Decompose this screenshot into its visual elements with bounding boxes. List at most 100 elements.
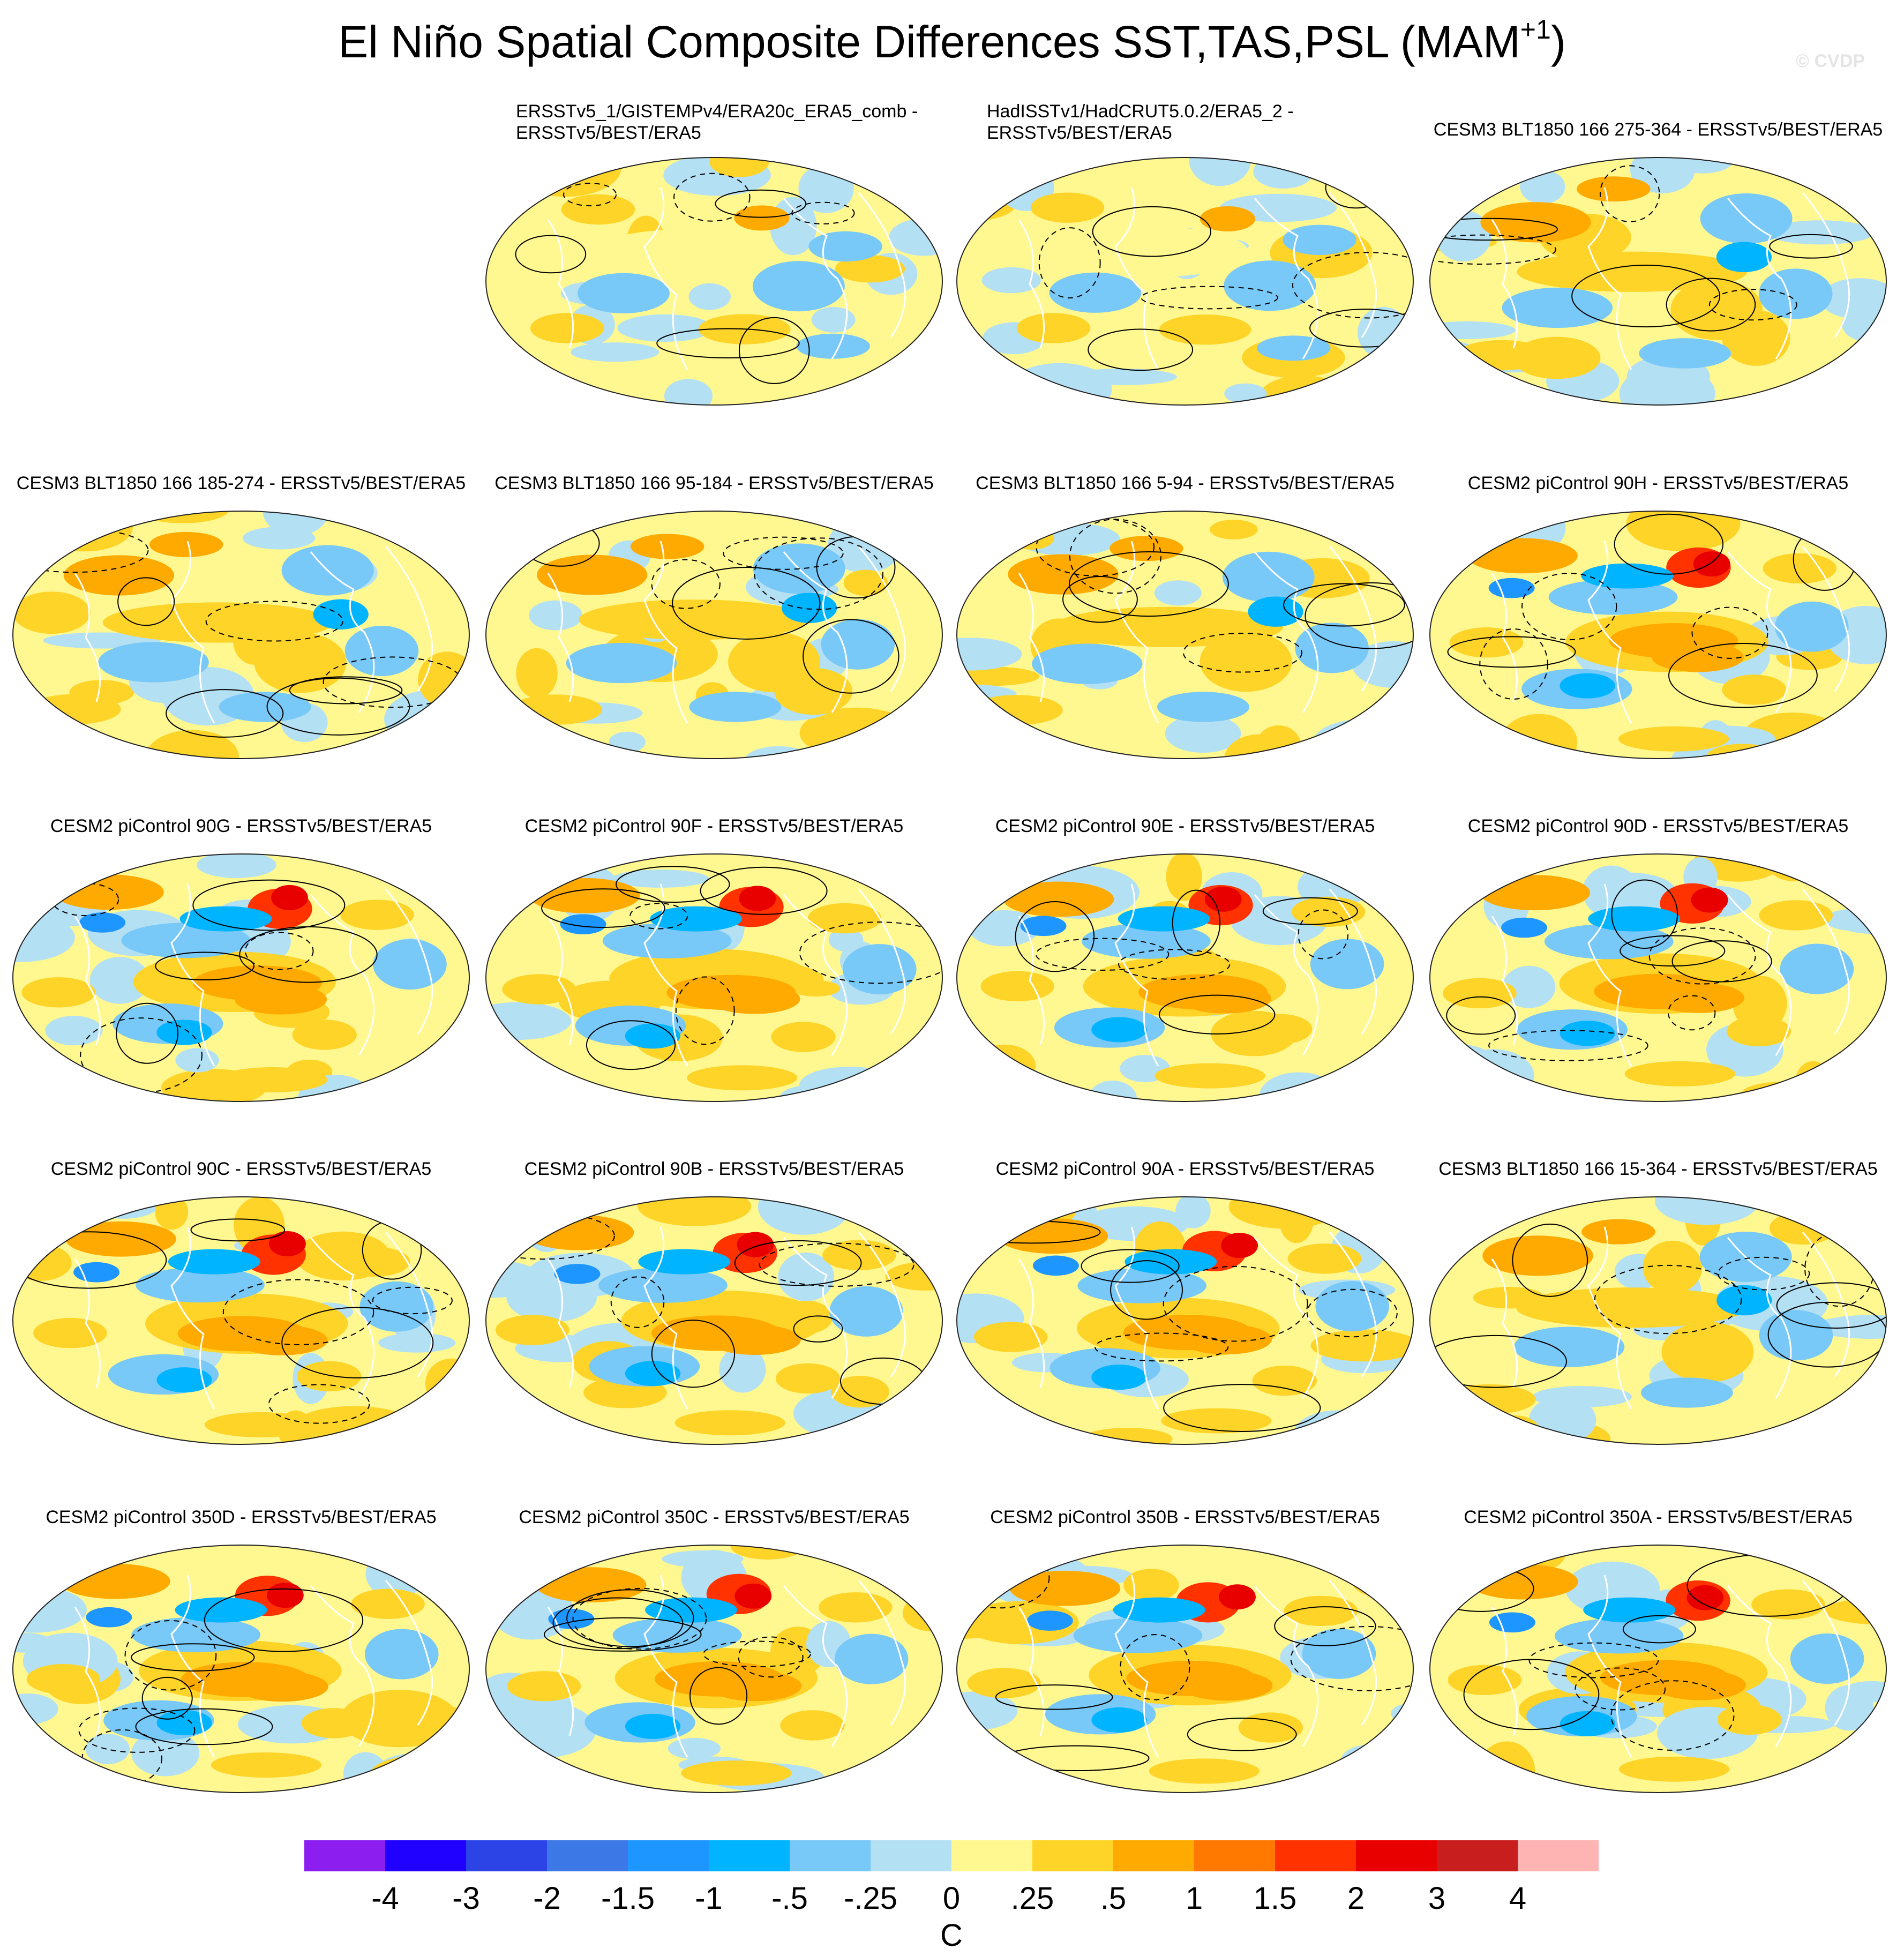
- psl-contour: [1769, 234, 1853, 259]
- coastline: [1018, 573, 1045, 702]
- psl-contour: [703, 1640, 811, 1668]
- panel-title-line: CESM2 piControl 90E - ERSSTv5/BEST/ERA5: [995, 816, 1375, 836]
- psl-contour: [1648, 927, 1756, 985]
- coastline: [1587, 1575, 1632, 1758]
- anomaly-region: [1480, 202, 1591, 243]
- anomaly-region: [1200, 631, 1292, 692]
- anomaly-patch: [957, 638, 1022, 671]
- map-panel: CESM2 piControl 90B - ERSSTv5/BEST/ERA5: [478, 1130, 950, 1471]
- anomaly-region: [1581, 1219, 1655, 1245]
- map-border: [12, 853, 470, 1102]
- psl-contour: [738, 1636, 804, 1678]
- anomaly-region: [1179, 983, 1271, 1014]
- anomaly-patch: [885, 1262, 942, 1291]
- panel-title: CESM3 BLT1850 166 5-94 - ERSSTv5/BEST/ER…: [949, 473, 1421, 494]
- map-plot: [956, 1196, 1414, 1445]
- anomaly-patch: [13, 1545, 73, 1593]
- anomaly-patch: [1453, 158, 1493, 188]
- panel-title: HadISSTv1/HadCRUT5.0.2/ERA5_2 - ERSSTv5/B…: [949, 101, 1421, 144]
- psl-contour: [1594, 1264, 1742, 1335]
- coastline: [1254, 198, 1319, 359]
- psl-contour: [1446, 996, 1516, 1035]
- panel-title-line: CESM2 piControl 90G - ERSSTv5/BEST/ERA5: [50, 816, 432, 836]
- psl-contour: [957, 1547, 1050, 1609]
- psl-contour: [1309, 309, 1413, 348]
- anomaly-region: [739, 886, 776, 911]
- coastline: [858, 889, 906, 1035]
- anomaly-region: [509, 694, 602, 725]
- psl-contour: [1158, 994, 1276, 1035]
- psl-contour: [239, 926, 378, 983]
- coastline: [643, 541, 688, 724]
- anomaly-region: [579, 599, 809, 640]
- colorbar-tick-label: -.25: [844, 1881, 897, 1916]
- coastline: [547, 573, 574, 702]
- map-panels-grid: ERSSTv5_1/GISTEMPv4/ERA20c_ERA5_comb - ER…: [12, 91, 1887, 1793]
- psl-contour: [566, 1589, 694, 1647]
- panel-title-line: CESM3 BLT1850 166 275-364 - ERSSTv5/BEST…: [1433, 119, 1883, 140]
- anomaly-patch: [415, 1706, 469, 1730]
- anomaly-region: [344, 626, 419, 677]
- anomaly-region: [973, 1322, 1048, 1352]
- coastline: [1802, 889, 1850, 1035]
- anomaly-region: [1651, 642, 1744, 672]
- anomaly-region: [1222, 551, 1315, 602]
- anomaly-region: [590, 229, 775, 280]
- coastline: [1802, 1580, 1850, 1726]
- anomaly-region: [728, 632, 821, 693]
- coastline: [1329, 1232, 1377, 1377]
- map-panel: ERSSTv5_1/GISTEMPv4/ERA20c_ERA5_comb - ER…: [478, 91, 950, 432]
- anomaly-patch: [85, 1734, 130, 1765]
- psl-contour: [1088, 328, 1194, 371]
- anomaly-region: [1640, 1377, 1733, 1408]
- anomaly-patch: [1175, 1197, 1211, 1228]
- map-border: [485, 1545, 943, 1793]
- coastline: [310, 894, 375, 1056]
- coastline: [1114, 541, 1159, 724]
- anomaly-region: [1774, 601, 1849, 652]
- anomaly-region: [1287, 1243, 1362, 1274]
- anomaly-region: [102, 602, 333, 643]
- anomaly-region: [301, 1708, 366, 1738]
- panel-title-line: CESM2 piControl 350B - ERSSTv5/BEST/ERA5: [990, 1507, 1380, 1527]
- anomaly-patch: [909, 888, 942, 908]
- anomaly-patch: [263, 511, 329, 536]
- anomaly-patch: [486, 1545, 535, 1579]
- anomaly-region: [1790, 1633, 1864, 1684]
- psl-contour: [1479, 628, 1548, 700]
- anomaly-patch: [668, 1738, 721, 1759]
- anomaly-region: [175, 1597, 267, 1623]
- colorbar-tick-label: -1.5: [601, 1881, 655, 1916]
- anomaly-region: [65, 1221, 176, 1257]
- psl-contour: [1298, 909, 1349, 960]
- coastline: [385, 1232, 433, 1377]
- psl-contour: [1767, 1301, 1886, 1368]
- coastline: [643, 883, 688, 1067]
- coastline: [547, 219, 574, 349]
- psl-contour: [1668, 643, 1818, 708]
- anomaly-patch: [131, 1730, 200, 1777]
- coastline: [1018, 219, 1045, 349]
- coastline: [1254, 1585, 1319, 1747]
- colorbar-box: [1194, 1840, 1275, 1871]
- anomaly-region: [1315, 1281, 1389, 1332]
- anomaly-region: [734, 1583, 772, 1609]
- anomaly-region: [1180, 1324, 1272, 1355]
- anomaly-region: [1544, 924, 1674, 960]
- anomaly-region: [373, 939, 447, 990]
- map-plot: [1429, 1545, 1887, 1793]
- cvdp-watermark: © CVDP: [1796, 51, 1865, 71]
- anomaly-region: [523, 1215, 634, 1250]
- map-plot: [1429, 1196, 1887, 1445]
- anomaly-region: [235, 1325, 328, 1355]
- anomaly-patch: [828, 928, 864, 952]
- psl-contour: [1095, 1332, 1229, 1362]
- colorbar-tick-label: .5: [1100, 1881, 1126, 1916]
- anomaly-patch: [835, 255, 905, 283]
- anomaly-region: [598, 1268, 728, 1303]
- colorbar-box: [1437, 1840, 1518, 1871]
- colorbar-box: [951, 1840, 1032, 1871]
- map-border: [956, 1545, 1414, 1793]
- coastline: [310, 1585, 375, 1747]
- map-border: [1429, 157, 1887, 406]
